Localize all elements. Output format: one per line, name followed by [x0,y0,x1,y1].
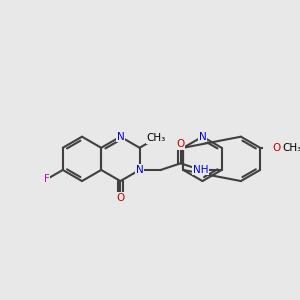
Text: N: N [116,132,124,142]
Text: CH₃: CH₃ [146,134,166,143]
Text: CH₃: CH₃ [283,143,300,153]
Text: F: F [44,174,50,184]
Text: O: O [116,193,124,203]
Text: O: O [273,143,281,153]
Text: N: N [199,132,206,142]
Text: NH: NH [193,165,208,175]
Text: N: N [136,165,143,175]
Text: O: O [176,140,185,149]
